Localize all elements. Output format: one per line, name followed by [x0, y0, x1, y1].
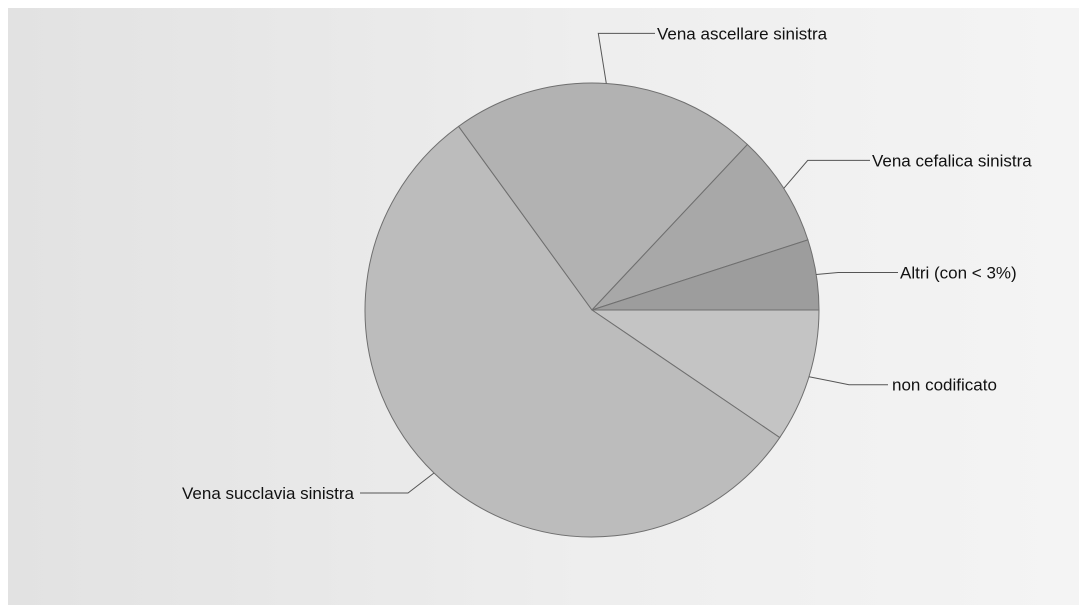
- leader-line: [360, 472, 435, 494]
- leader-line: [783, 159, 870, 189]
- slice-labels: non codificato Vena succlavia sinistra V…: [182, 24, 1032, 503]
- pie-slice-non-codificato: [590, 309, 820, 439]
- leader-line: [808, 376, 888, 386]
- slice-label-non-codificato: non codificato: [892, 376, 997, 395]
- slice-label-vena-cefalica-sinistra: Vena cefalica sinistra: [872, 151, 1032, 170]
- chart-area: non codificato Vena succlavia sinistra V…: [8, 8, 1079, 605]
- leader-lines: [360, 32, 898, 494]
- pie-chart: non codificato Vena succlavia sinistra V…: [182, 24, 1032, 538]
- slice-label-vena-succlavia-sinistra: Vena succlavia sinistra: [182, 484, 355, 503]
- pie-slice-vena-succlavia-sinistra: [364, 125, 781, 538]
- leader-line: [597, 32, 655, 84]
- leader-line: [816, 272, 898, 275]
- slice-label-altri: Altri (con < 3%): [900, 264, 1017, 283]
- pie-slices: [364, 82, 820, 538]
- slice-label-vena-ascellare-sinistra: Vena ascellare sinistra: [657, 24, 828, 43]
- pie-slice-vena-ascellare-sinistra: [457, 82, 749, 311]
